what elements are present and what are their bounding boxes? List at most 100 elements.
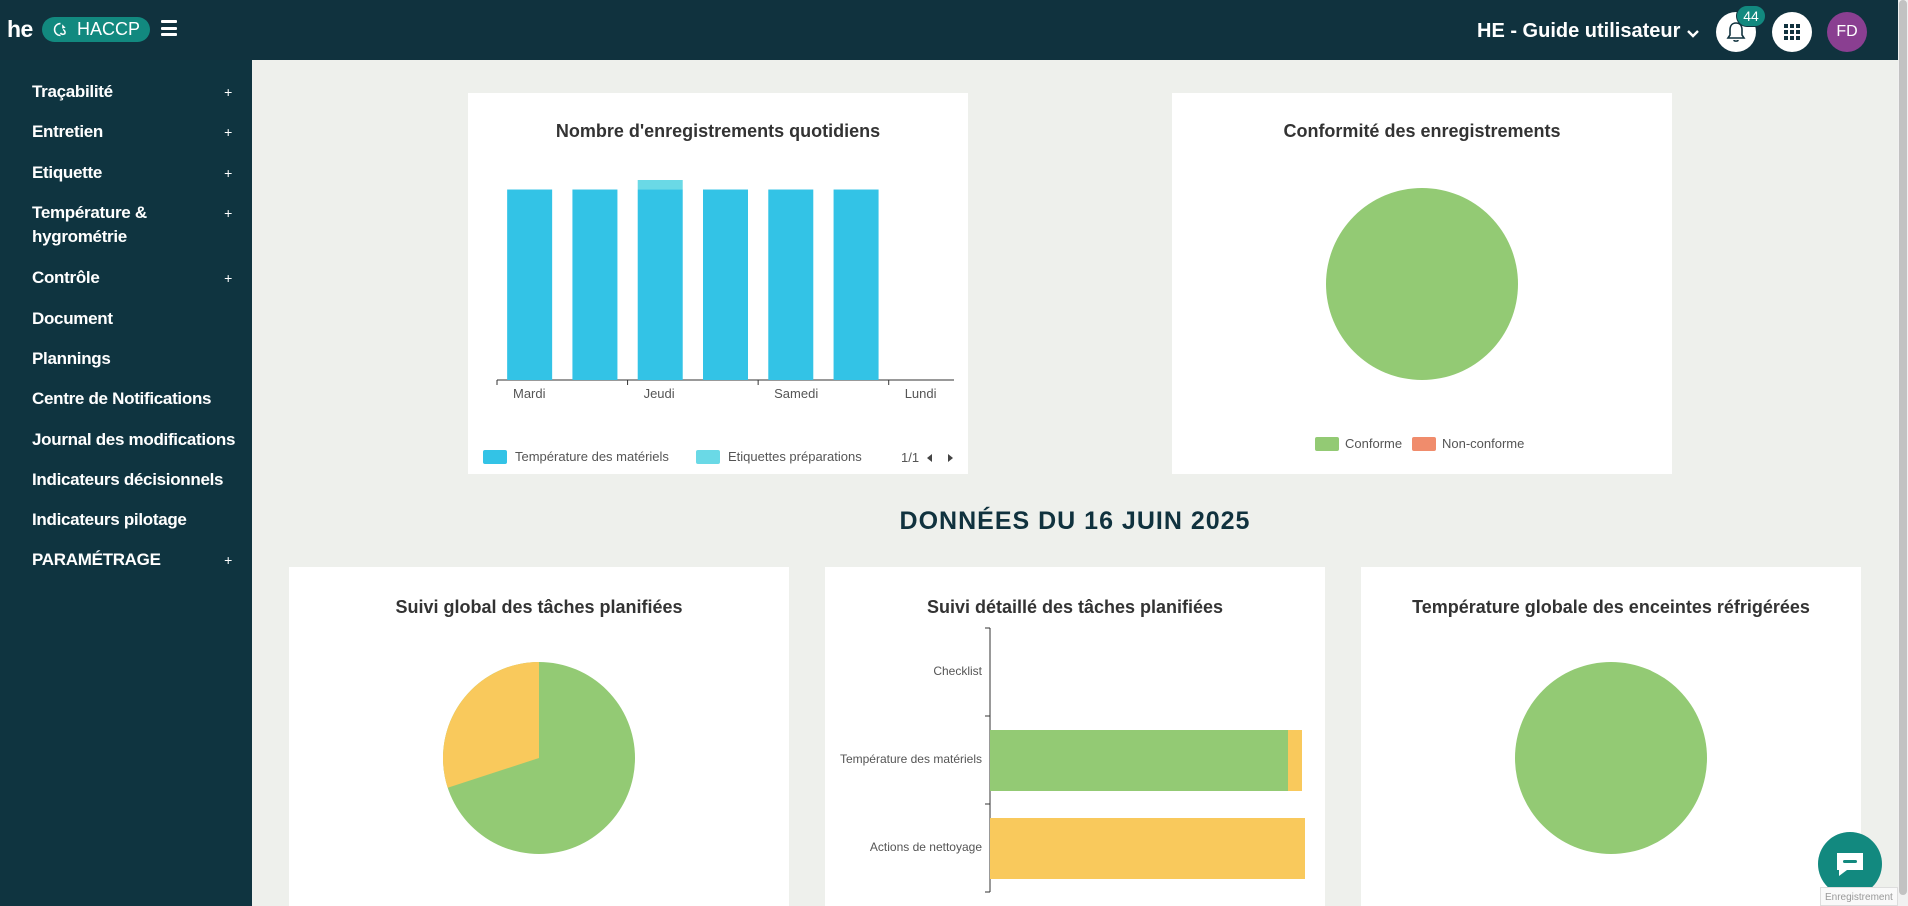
legend-swatch: [483, 449, 507, 464]
sidebar-item-label: Traçabilité: [32, 82, 113, 101]
sidebar-item-indicateurs-decisionnels[interactable]: Indicateurs décisionnels: [32, 468, 232, 492]
bar-vendredi-0[interactable]: [703, 189, 748, 380]
chart-title: Conformité des enregistrements: [1283, 121, 1561, 141]
legend-item[interactable]: Température des matériels: [483, 449, 669, 464]
sidebar-item-label: Centre de Notifications: [32, 389, 212, 408]
chat-bubble-icon: [1837, 853, 1863, 876]
pie-slice-pending[interactable]: [442, 662, 539, 788]
daily-records-chart: Mardi Jeudi Samedi Lundi: [496, 180, 954, 401]
top-bar: he HACCP HE - Guide utilisateur 44 FD: [0, 0, 1898, 60]
sidebar-item-etiquette[interactable]: Etiquette +: [32, 161, 232, 185]
x-tick-label: Mardi: [513, 386, 546, 401]
conformity-pie-chart: [1326, 188, 1518, 380]
chart-title: Suivi global des tâches planifiées: [395, 597, 683, 617]
legend-item[interactable]: Conforme: [1315, 436, 1402, 451]
site-selector[interactable]: HE - Guide utilisateur: [1477, 20, 1700, 43]
legend-label: Non-conforme: [1442, 436, 1525, 451]
section-heading: DONNÉES DU 16 JUIN 2025: [899, 507, 1251, 535]
site-name-label: HE - Guide utilisateur: [1477, 20, 1681, 42]
sidebar-item-journal[interactable]: Journal des modifications: [32, 428, 252, 452]
sidebar: Traçabilité + Entretien + Etiquette + Tempé…: [0, 60, 252, 906]
sidebar-item-label: Document: [32, 309, 113, 328]
brand-logo-text[interactable]: he: [7, 16, 33, 42]
sidebar-item-parametrage[interactable]: PARAMÉTRAGE +: [32, 548, 232, 572]
bar-mardi-0[interactable]: [507, 189, 553, 380]
legend-page-indicator: 1/1: [901, 450, 920, 465]
sidebar-item-entretien[interactable]: Entretien +: [32, 120, 232, 144]
brand-product-label: HACCP: [77, 19, 141, 39]
bar-jeudi-0[interactable]: [637, 189, 683, 380]
sidebar-item-label: Journal des modifications: [32, 430, 236, 449]
global-tasks-card: Suivi global des tâches planifiées: [289, 567, 789, 906]
sidebar-item-temperature[interactable]: Température & hygrométrie +: [32, 201, 232, 249]
sidebar-item-tracabilite[interactable]: Traçabilité +: [32, 80, 232, 104]
chart-title: Température globale des enceintes réfrig…: [1412, 597, 1810, 617]
legend-swatch: [696, 449, 720, 464]
expand-plus-icon: +: [224, 205, 232, 221]
apps-button[interactable]: [1772, 12, 1812, 52]
global-tasks-pie-chart: [442, 662, 635, 854]
grid-icon: [1784, 24, 1800, 40]
detailed-tasks-card: Suivi détaillé des tâches planifiées Che…: [825, 567, 1325, 906]
scrollbar-thumb[interactable]: [1899, 0, 1907, 895]
chart-title: Suivi détaillé des tâches planifiées: [926, 597, 1224, 617]
expand-plus-icon: +: [224, 165, 232, 181]
chat-button[interactable]: [1818, 832, 1882, 896]
legend-swatch: [1412, 436, 1436, 451]
notifications-count-badge: 44: [1736, 5, 1766, 27]
legend-label: Température des matériels: [515, 449, 669, 464]
fridge-temperature-pie-chart: [1515, 662, 1707, 854]
x-tick-label: Lundi: [905, 386, 937, 401]
sidebar-item-label: Plannings: [32, 349, 111, 368]
bar-temperature-pending[interactable]: [1288, 730, 1302, 791]
legend-swatch: [1315, 436, 1339, 451]
sidebar-item-label: Etiquette: [32, 163, 103, 182]
daily-records-card: Nombre d'enregistrements quotidiens Mard…: [468, 93, 968, 474]
fridge-temperature-card: Température globale des enceintes réfrig…: [1361, 567, 1861, 906]
legend-item[interactable]: Non-conforme: [1412, 436, 1524, 451]
sidebar-item-label: Contrôle: [32, 268, 100, 287]
bar-jeudi-1[interactable]: [637, 180, 683, 190]
pie-slice-conforme[interactable]: [1326, 188, 1518, 380]
caret-right-icon[interactable]: [947, 453, 955, 463]
sidebar-item-label: Indicateurs pilotage: [32, 510, 187, 529]
category-label: Checklist: [933, 664, 982, 678]
x-tick-label: Samedi: [774, 386, 818, 401]
sidebar-item-controle[interactable]: Contrôle +: [32, 266, 232, 290]
brand-product-pill[interactable]: HACCP: [42, 17, 150, 42]
legend-label: Etiquettes préparations: [728, 449, 862, 464]
expand-plus-icon: +: [224, 124, 232, 140]
pie-slice-ok[interactable]: [1515, 662, 1707, 854]
expand-plus-icon: +: [224, 84, 232, 100]
user-avatar[interactable]: FD: [1827, 12, 1867, 52]
sidebar-item-notifications[interactable]: Centre de Notifications: [32, 387, 232, 411]
expand-plus-icon: +: [224, 552, 232, 568]
recycle-leaf-icon: [53, 22, 66, 37]
sidebar-item-label: Indicateurs décisionnels: [32, 470, 224, 489]
sidebar-item-indicateurs-pilotage[interactable]: Indicateurs pilotage: [32, 508, 232, 532]
bar-mercredi-0[interactable]: [572, 189, 618, 380]
recaptcha-badge: Enregistrement: [1820, 887, 1898, 906]
sidebar-item-plannings[interactable]: Plannings: [32, 347, 232, 371]
chart-title: Nombre d'enregistrements quotidiens: [555, 121, 881, 141]
category-label: Actions de nettoyage: [870, 840, 982, 854]
bar-samedi-0[interactable]: [768, 189, 814, 380]
detailed-tasks-chart: Checklist Température des matériels Acti…: [840, 627, 1305, 893]
bar-dimanche-0[interactable]: [833, 189, 879, 380]
page-scrollbar[interactable]: [1898, 0, 1908, 906]
legend-item[interactable]: Etiquettes préparations: [696, 449, 862, 464]
bar-nettoyage-pending[interactable]: [990, 818, 1305, 879]
x-tick-label: Jeudi: [644, 386, 675, 401]
legend-label: Conforme: [1345, 436, 1403, 451]
menu-toggle-icon[interactable]: [161, 20, 177, 36]
bar-temperature-done[interactable]: [990, 730, 1288, 791]
conformity-card: Conformité des enregistrements Conforme …: [1172, 93, 1672, 474]
sidebar-item-label: Entretien: [32, 122, 103, 141]
category-label: Température des matériels: [840, 752, 982, 766]
expand-plus-icon: +: [224, 270, 232, 286]
sidebar-item-label: Température & hygrométrie: [32, 203, 147, 246]
caret-left-icon[interactable]: [925, 453, 933, 463]
sidebar-item-document[interactable]: Document: [32, 307, 232, 331]
chevron-down-icon: [1687, 29, 1700, 38]
legend-pager: 1/1: [901, 450, 955, 465]
